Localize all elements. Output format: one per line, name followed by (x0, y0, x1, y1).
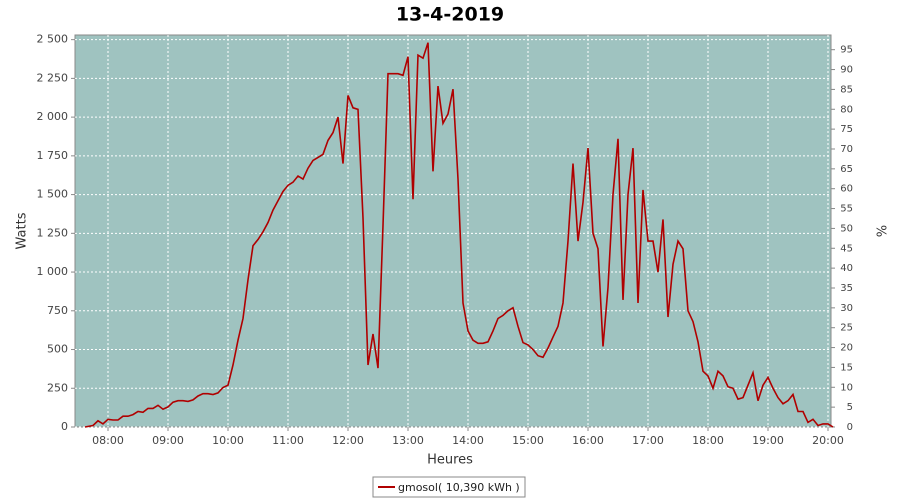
x-tick-label: 19:00 (752, 434, 784, 447)
y2-tick-label: 40 (840, 263, 853, 274)
x-tick-label: 15:00 (512, 434, 544, 447)
y2-tick-label: 55 (840, 204, 853, 215)
y2-axis-label: % (873, 225, 888, 237)
y-tick-label: 1 250 (37, 226, 69, 239)
y-tick-label: 500 (47, 343, 68, 356)
x-tick-label: 12:00 (332, 434, 364, 447)
y2-tick-label: 70 (840, 144, 853, 155)
y-tick-label: 0 (61, 420, 68, 433)
y-axis-label: Watts (15, 212, 30, 249)
y2-tick-label: 15 (840, 362, 853, 373)
y2-tick-label: 85 (840, 84, 853, 95)
x-tick-label: 10:00 (212, 434, 244, 447)
y-tick-label: 1 750 (37, 149, 69, 162)
y2-tick-label: 5 (847, 402, 853, 413)
x-tick-label: 08:00 (92, 434, 124, 447)
y-tick-label: 1 500 (37, 188, 69, 201)
y2-tick-label: 35 (840, 283, 853, 294)
y2-tick-label: 60 (840, 184, 853, 195)
legend-box (372, 476, 526, 498)
y2-tick-label: 30 (840, 303, 853, 314)
y2-tick-label: 95 (840, 45, 853, 56)
y2-tick-label: 75 (840, 124, 853, 135)
y2-tick-label: 20 (840, 343, 853, 354)
y2-tick-label: 90 (840, 65, 853, 76)
y2-tick-label: 0 (847, 422, 853, 433)
y2-tick-label: 45 (840, 243, 853, 254)
y2-tick-label: 65 (840, 164, 853, 175)
y-tick-label: 1 000 (37, 265, 69, 278)
x-tick-label: 16:00 (572, 434, 604, 447)
x-tick-label: 13:00 (392, 434, 424, 447)
x-tick-label: 11:00 (272, 434, 304, 447)
y-tick-label: 750 (47, 304, 68, 317)
legend-label: gmosol( 10,390 kWh ) (398, 481, 520, 494)
y2-tick-label: 80 (840, 104, 853, 115)
x-tick-label: 18:00 (692, 434, 724, 447)
y-tick-label: 250 (47, 381, 68, 394)
y-tick-label: 2 000 (37, 110, 69, 123)
x-tick-label: 17:00 (632, 434, 664, 447)
y2-tick-label: 10 (840, 382, 853, 393)
x-tick-label: 14:00 (452, 434, 484, 447)
y2-tick-label: 50 (840, 223, 853, 234)
y-tick-label: 2 250 (37, 71, 69, 84)
legend: gmosol( 10,390 kWh ) (372, 476, 526, 498)
series-line (84, 42, 834, 428)
x-tick-label: 09:00 (152, 434, 184, 447)
chart-title: 13-4-2019 (396, 4, 504, 26)
y2-tick-label: 25 (840, 323, 853, 334)
x-tick-label: 20:00 (812, 434, 844, 447)
x-axis-label: Heures (427, 453, 473, 468)
y-tick-label: 2 500 (37, 33, 69, 46)
